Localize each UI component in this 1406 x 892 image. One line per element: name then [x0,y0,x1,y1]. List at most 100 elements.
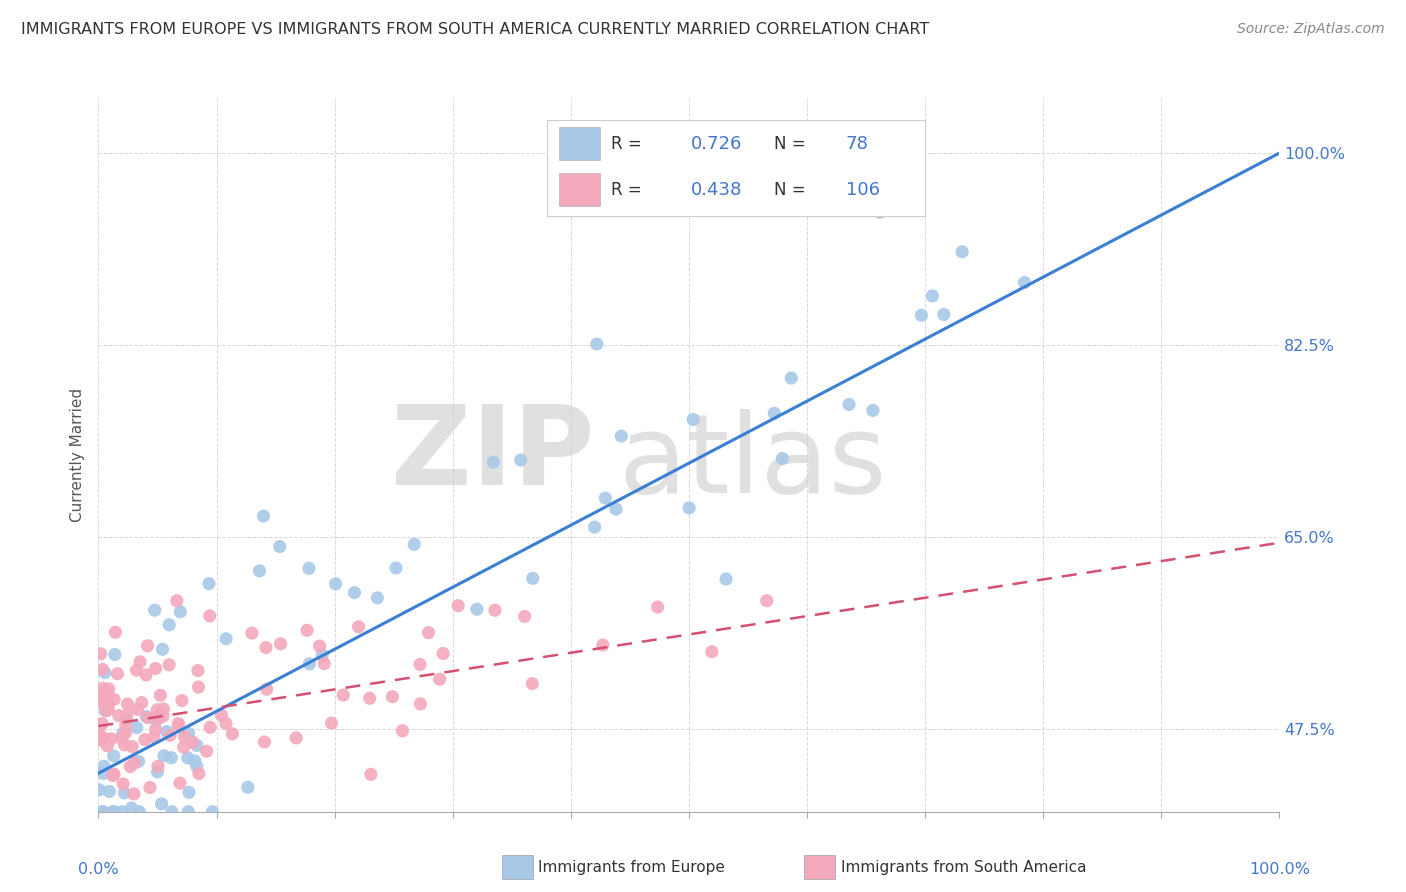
Point [127,702,149,716]
Text: IMMIGRANTS FROM EUROPE VS IMMIGRANTS FROM SOUTH AMERICA CURRENTLY MARRIED CORREL: IMMIGRANTS FROM EUROPE VS IMMIGRANTS FRO… [21,22,929,37]
Point [183,822,205,836]
Point [167,716,190,731]
Point [152,642,174,657]
Point [107,708,129,723]
Point [593,491,616,505]
Point [270,637,292,651]
Text: Source: ZipAtlas.com: Source: ZipAtlas.com [1237,22,1385,37]
Point [910,308,932,322]
Point [152,709,174,723]
Point [115,712,138,726]
Text: 0.0%: 0.0% [79,863,118,877]
Point [136,639,159,653]
Point [125,721,148,735]
Point [269,540,291,554]
Point [221,727,243,741]
Point [156,724,179,739]
Point [112,777,135,791]
Point [236,780,259,795]
Point [409,657,432,672]
Point [122,787,145,801]
Point [447,599,470,613]
Point [321,716,343,731]
Point [366,591,388,605]
Point [869,205,891,219]
Point [122,756,145,771]
Point [755,593,778,607]
Point [89,728,111,742]
Point [188,766,211,780]
Point [1014,276,1036,290]
Point [184,754,207,768]
Point [91,731,114,745]
Point [87,728,110,742]
Point [332,688,354,702]
Point [112,786,135,800]
Point [91,662,114,676]
Point [482,455,505,469]
Point [484,603,506,617]
Point [101,805,124,819]
Point [91,681,114,696]
Point [167,718,190,732]
Point [249,564,271,578]
Point [198,609,221,624]
Point [429,672,451,686]
Point [117,697,139,711]
Point [610,429,633,443]
Point [170,693,193,707]
Point [131,696,153,710]
Point [103,692,125,706]
Text: Immigrants from Europe: Immigrants from Europe [538,860,725,874]
Point [198,576,221,591]
Point [186,739,208,753]
Point [187,680,209,694]
Text: ZIP: ZIP [391,401,595,508]
Point [110,731,132,745]
Point [314,657,336,671]
Point [585,337,607,351]
Point [198,720,221,734]
Point [93,759,115,773]
Point [177,726,200,740]
Point [404,537,426,551]
Point [592,638,614,652]
Point [114,738,136,752]
Point [391,723,413,738]
Point [150,797,173,811]
Point [298,561,321,575]
Point [177,751,200,765]
Point [215,632,238,646]
Point [678,500,700,515]
Point [128,805,150,819]
Point [295,624,318,638]
Point [343,585,366,599]
Point [325,576,347,591]
Point [211,708,233,723]
Point [114,718,136,732]
Point [682,412,704,426]
Point [91,696,114,710]
Point [90,733,112,747]
Point [96,697,118,711]
Point [149,688,172,702]
Point [360,767,382,781]
Point [838,397,860,411]
Point [195,744,218,758]
Point [513,609,536,624]
Point [103,767,125,781]
Point [409,697,432,711]
Point [93,766,115,780]
Point [96,739,118,753]
Point [152,702,174,716]
Point [381,690,404,704]
Point [187,664,209,678]
Point [509,453,531,467]
Point [215,716,238,731]
Point [94,688,117,702]
Point [177,785,200,799]
Point [104,648,127,662]
Point [121,801,143,815]
Point [647,600,669,615]
Point [173,740,195,755]
